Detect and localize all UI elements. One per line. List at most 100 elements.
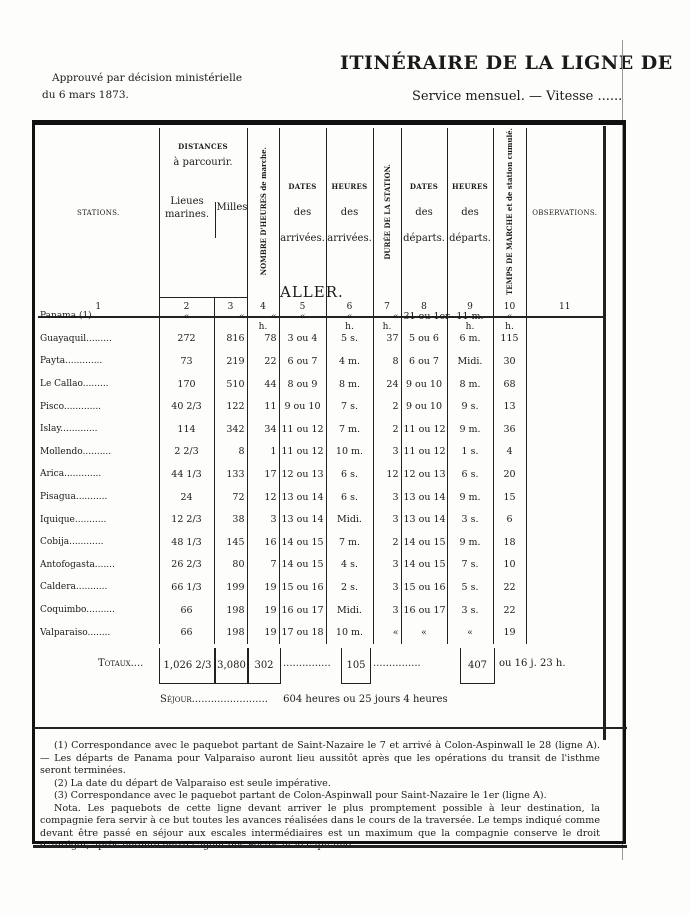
cell-heure-depart: 5 s. [446, 576, 493, 599]
cell-duree: 24 [372, 372, 401, 396]
cell-heures-marche: 12 [246, 485, 279, 509]
total-heures: 302 [247, 648, 281, 684]
cell-station: Caldera........... [40, 582, 108, 593]
cell-lieues: 40 2/3 [158, 395, 214, 418]
cell-heure-arrivee: Midi. [325, 598, 373, 622]
cell-temps-cumule: 22 [492, 598, 526, 622]
cell-station: Coquimbo.......... [40, 605, 115, 616]
col-heures-arrivees: HEURES des arrivées. [325, 128, 373, 298]
table-frame [32, 120, 626, 844]
cell-heure-arrivee: « [325, 305, 373, 328]
table-row: Iquique........... 12 2/3 38 3 13 ou 14 Midi.… [38, 508, 603, 531]
totals-dots-1: ............... [283, 658, 331, 669]
table-row: Cobija............ 48 1/3 145 16 14 ou 15 7 m… [38, 530, 603, 554]
cell-temps-cumule: 13 [492, 395, 526, 418]
cell-lieues: 48 1/3 [158, 530, 214, 554]
cell-heure-depart: 9 m. [446, 485, 493, 509]
cell-heure-arrivee: 5 s. [325, 327, 373, 351]
cell-heure-arrivee: 10 m. [325, 440, 373, 464]
cell-heures-marche: 3 [246, 508, 279, 531]
table-row: Panama (1)........ ««««««31 ou 1er 11 m. « [38, 305, 603, 328]
cell-milles: « [213, 305, 247, 328]
cell-temps-cumule: 22 [492, 576, 526, 599]
cell-lieues: 66 [158, 598, 214, 622]
cell-duree: 3 [372, 553, 401, 577]
cell-date-arrivee: 9 ou 10 [278, 395, 326, 418]
cell-heure-depart: 3 s. [446, 598, 493, 622]
cell-milles: 80 [213, 553, 247, 577]
cell-lieues: 26 2/3 [158, 553, 214, 577]
cell-milles: 219 [213, 350, 247, 373]
cell-date-depart: 9 ou 10 [400, 395, 447, 418]
cell-observations [525, 395, 603, 418]
table-row: Caldera........... 66 1/3 199 19 15 ou 16 2 s… [38, 576, 603, 599]
note-2: (2) La date du départ de Valparaiso est … [54, 777, 331, 789]
table-row: Mollendo.......... 2 2/3 8 1 11 ou 12 10 m. 3 1… [38, 440, 603, 464]
cell-station: Pisco............. [40, 401, 102, 412]
col-heures-departs: HEURES des départs. [446, 128, 493, 298]
cell-milles: 198 [213, 598, 247, 622]
cell-duree: 2 [372, 530, 401, 554]
cell-lieues: 66 [158, 621, 214, 644]
page-title: ITINÉRAIRE DE LA LIGNE DE [340, 52, 673, 74]
cell-station: Antofogasta....... [40, 559, 115, 570]
footnotes: (1) Correspondance avec le paquebot part… [40, 740, 600, 853]
cell-heures-marche: 17 [246, 463, 279, 486]
cell-duree: 2 [372, 417, 401, 441]
col-duree-station: DURÉE DE LA STATION. [372, 128, 401, 298]
cell-observations [525, 417, 603, 441]
cell-temps-cumule: 10 [492, 553, 526, 577]
cell-station: Payta............. [40, 356, 103, 367]
cell-temps-cumule: « [492, 305, 526, 328]
cell-observations [525, 372, 603, 396]
cell-heures-marche: 19 [246, 598, 279, 622]
cell-heure-arrivee: 6 s. [325, 463, 373, 486]
cell-temps-cumule: 68 [492, 372, 526, 396]
cell-date-arrivee: 15 ou 16 [278, 576, 326, 599]
cell-date-arrivee: 13 ou 14 [278, 508, 326, 531]
cell-heure-depart: 9 s. [446, 395, 493, 418]
note-1: (1) Correspondance avec le paquebot part… [40, 740, 600, 776]
cell-milles: 38 [213, 508, 247, 531]
cell-heure-arrivee: Midi. [325, 508, 373, 531]
cell-lieues: 170 [158, 372, 214, 396]
cell-observations [525, 350, 603, 373]
col-nombre-heures: NOMBRE D'HEURES de marche. [246, 128, 279, 298]
cell-station: Valparaiso........ [40, 627, 111, 638]
sejour-value: 604 heures ou 25 jours 4 heures [283, 694, 448, 705]
table-row: Valparaiso........ 66 198 19 17 ou 18 10 m. ««… [38, 621, 603, 644]
cell-date-depart: 11 ou 12 [400, 417, 447, 441]
section-aller: ALLER. [280, 283, 344, 301]
cell-heure-depart: 11 m. [446, 305, 493, 328]
cell-heures-marche: 19 [246, 621, 279, 644]
cell-date-arrivee: « [278, 305, 326, 328]
table-row: Islay............. 114 342 34 11 ou 12 7 m. 2 1… [38, 417, 603, 441]
cell-duree: 3 [372, 508, 401, 531]
col-dates-departs: DATES des départs. [400, 128, 447, 298]
cell-observations [525, 598, 603, 622]
cell-heure-arrivee: 2 s. [325, 576, 373, 599]
cell-milles: 198 [213, 621, 247, 644]
cell-heures-marche: 44 [246, 372, 279, 396]
cell-heure-depart: 6 s. [446, 463, 493, 486]
total-lieues: 1,026 2/3 [159, 648, 216, 684]
col-observations: OBSERVATIONS. [525, 128, 603, 298]
cell-temps-cumule: 6 [492, 508, 526, 531]
itinerary-rows: Panama (1)........ ««««««31 ou 1er 11 m. «G… [38, 305, 603, 644]
cell-temps-cumule: 15 [492, 485, 526, 509]
totals-dots-2: ............... [373, 658, 421, 669]
table-row: Antofogasta....... 26 2/3 80 7 14 ou 15 4 s. 3… [38, 553, 603, 577]
cell-date-depart: 12 ou 13 [400, 463, 447, 486]
table-row: Arica............. 44 1/3 133 17 12 ou 13 6 s… [38, 463, 603, 486]
cell-observations [525, 463, 603, 486]
page-edge [622, 40, 629, 860]
cell-date-arrivee: 11 ou 12 [278, 417, 326, 441]
cell-observations [525, 508, 603, 531]
cell-temps-cumule: 18 [492, 530, 526, 554]
milles-label: Milles [215, 202, 248, 238]
cell-date-depart: 16 ou 17 [400, 598, 447, 622]
cell-heure-depart: 3 s. [446, 508, 493, 531]
